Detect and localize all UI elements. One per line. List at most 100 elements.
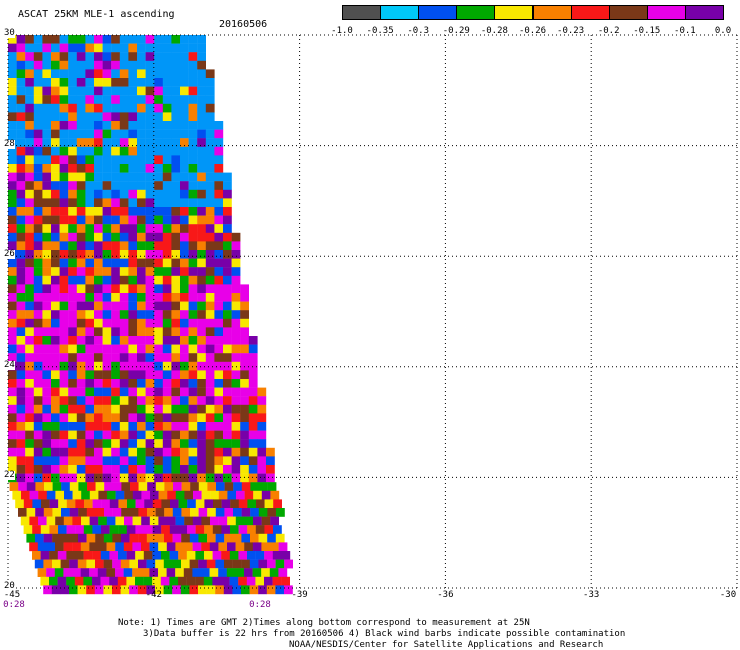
swath-cell (8, 447, 17, 457)
swath-cell (128, 284, 138, 294)
swath-cell (69, 533, 79, 543)
swath-cell (76, 344, 86, 354)
swath-cell (233, 508, 242, 517)
swath-cell (197, 310, 206, 319)
swath-cell (214, 164, 224, 173)
swath-cell (197, 336, 206, 345)
swath-cell (57, 576, 67, 586)
swath-cell (162, 275, 172, 285)
swath-cell (173, 482, 182, 491)
swath-cell (42, 121, 52, 130)
swath-cell (214, 207, 224, 216)
swath-cell (240, 344, 249, 354)
swath-cell (102, 146, 112, 156)
swath-cell (154, 387, 163, 397)
swath-cell (264, 499, 274, 509)
swath-cell (102, 379, 112, 388)
swath-cell (135, 576, 144, 586)
swath-cell (214, 318, 224, 328)
swath-cell (8, 327, 17, 337)
swath-cell (231, 413, 241, 423)
longitude-label: -36 (437, 590, 454, 600)
swath-cell (68, 439, 77, 448)
swath-cell (214, 267, 224, 276)
swath-cell (137, 413, 146, 423)
swath-cell (101, 499, 110, 509)
swath-cell (119, 232, 129, 242)
swath-cell (25, 267, 34, 276)
swath-cell (197, 155, 206, 165)
swath-cell (180, 413, 189, 423)
swath-cell (8, 224, 17, 233)
swath-cell (154, 86, 163, 96)
swath-cell (111, 138, 120, 147)
swath-cell (197, 284, 206, 294)
swath-cell (197, 250, 206, 259)
swath-cell (272, 551, 282, 560)
swath-cell (129, 533, 139, 543)
swath-cell (94, 387, 103, 397)
swath-cell (223, 404, 232, 414)
swath-cell (25, 129, 34, 139)
swath-cell (32, 525, 41, 534)
swath-cell (172, 508, 182, 517)
swath-cell (276, 508, 285, 517)
swath-cell (23, 499, 33, 509)
swath-cell (145, 155, 155, 165)
swath-cell (33, 241, 43, 251)
swath-cell (16, 473, 26, 483)
swath-cell (51, 52, 60, 61)
swath-cell (119, 275, 129, 285)
swath-cell (42, 69, 52, 79)
swath-cell (195, 576, 204, 586)
swath-cell (147, 482, 156, 491)
swath-cell (16, 78, 26, 87)
swath-cell (8, 164, 17, 173)
swath-cell (223, 241, 232, 251)
swath-cell (102, 353, 112, 362)
swath-cell (197, 189, 206, 199)
swath-cell (232, 533, 242, 543)
swath-cell (76, 69, 86, 79)
swath-cell (119, 43, 129, 53)
swath-cell (76, 327, 86, 337)
swath-cell (123, 542, 133, 552)
swath-cell (121, 508, 130, 517)
swath-cell (188, 318, 198, 328)
swath-cell (146, 585, 156, 595)
swath-cell (34, 559, 44, 569)
swath-cell (42, 86, 52, 96)
swath-cell (66, 525, 76, 534)
swath-cell (124, 490, 133, 500)
swath-cell (223, 198, 232, 208)
swath-cell (214, 258, 224, 268)
swath-cell (129, 559, 139, 569)
swath-cell (214, 447, 224, 457)
swath-cell (16, 112, 26, 122)
swath-cell (162, 258, 172, 268)
swath-cell (172, 559, 182, 569)
swath-cell (180, 361, 189, 371)
swath-cell (223, 465, 232, 474)
swath-cell (102, 473, 112, 483)
swath-cell (137, 172, 146, 182)
swath-cell (25, 181, 34, 190)
swath-cell (8, 35, 17, 44)
swath-cell (197, 103, 206, 113)
swath-cell (214, 189, 224, 199)
swath-cell (132, 516, 142, 526)
swath-cell (85, 465, 95, 474)
swath-cell (145, 361, 155, 371)
swath-cell (94, 112, 103, 122)
swath-cell (76, 267, 86, 276)
swath-cell (180, 301, 189, 311)
swath-cell (85, 370, 95, 380)
swath-cell (171, 155, 181, 165)
swath-cell (214, 327, 224, 337)
colorbar-tick-label: -0.35 (366, 26, 394, 36)
swath-cell (8, 86, 17, 96)
swath-cell (231, 465, 241, 474)
swath-cell (76, 224, 86, 233)
swath-cell (188, 207, 198, 216)
swath-cell (8, 189, 17, 199)
